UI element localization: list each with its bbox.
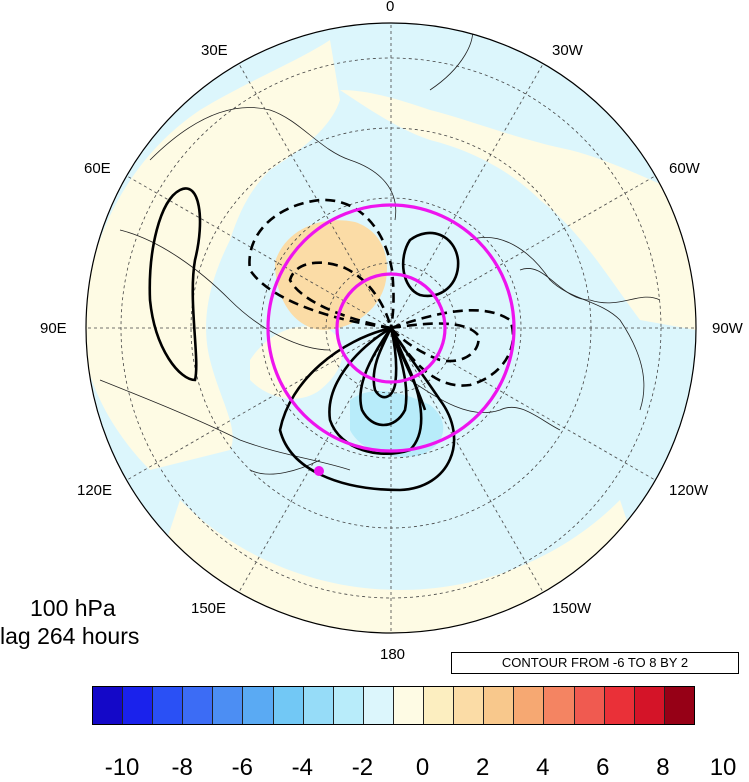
colorbar-swatch bbox=[213, 687, 244, 724]
colorbar-swatch bbox=[574, 687, 605, 724]
contour-negative bbox=[248, 198, 395, 330]
lon-label-90e: 90E bbox=[40, 320, 67, 337]
map-border bbox=[85, 22, 697, 634]
lon-label-60e: 60E bbox=[84, 160, 111, 177]
contour-positive bbox=[278, 326, 456, 492]
positive-anomaly-core bbox=[275, 220, 387, 330]
colorbar-tick-label: 2 bbox=[475, 754, 490, 781]
positive-anomaly-region bbox=[86, 40, 340, 470]
colorbar-swatch bbox=[123, 687, 154, 724]
lon-label-30w: 30W bbox=[552, 42, 583, 59]
lon-label-90w: 90W bbox=[712, 320, 743, 337]
colorbar-swatch bbox=[243, 687, 274, 724]
contour-positive bbox=[359, 325, 408, 427]
lon-label-30e: 30E bbox=[201, 42, 228, 59]
lon-label-120e: 120E bbox=[77, 482, 113, 499]
level-label: 100 hPa bbox=[30, 595, 116, 621]
colorbar-tick-label: -10 bbox=[104, 754, 140, 781]
colorbar-swatch bbox=[363, 687, 394, 724]
contour-positive bbox=[372, 324, 398, 399]
colorbar-swatch bbox=[183, 687, 214, 724]
contour-negative bbox=[288, 261, 393, 330]
colorbar-tick-label: -8 bbox=[171, 754, 193, 781]
colorbar-tick-label: 10 bbox=[709, 754, 737, 781]
colorbar-swatch bbox=[303, 687, 334, 724]
colorbar-tick-label: 6 bbox=[596, 754, 610, 781]
colorbar-swatch bbox=[273, 687, 304, 724]
lon-label-0: 0 bbox=[386, 0, 395, 15]
lag-label: lag 264 hours bbox=[0, 623, 140, 649]
colorbar-swatch bbox=[514, 687, 545, 724]
colorbar-swatch bbox=[424, 687, 455, 724]
colorbar-swatch bbox=[634, 687, 665, 724]
graticule bbox=[86, 23, 696, 633]
colorbar-tick-label: -2 bbox=[351, 754, 374, 781]
colorbar-tick-label: -4 bbox=[291, 754, 314, 781]
colorbar-swatch bbox=[153, 687, 184, 724]
contour-positive bbox=[328, 326, 423, 456]
colorbar-tick-label: 4 bbox=[536, 754, 550, 781]
contour-positive bbox=[401, 231, 460, 298]
colorbar-swatch bbox=[544, 687, 575, 724]
region-circles bbox=[266, 203, 516, 453]
inner-highlight-circle bbox=[335, 272, 447, 384]
contour-positive bbox=[389, 327, 427, 411]
shaded-field bbox=[86, 23, 696, 633]
lon-label-60w: 60W bbox=[669, 160, 700, 177]
location-marker bbox=[314, 466, 324, 476]
colorbar-swatch bbox=[454, 687, 485, 724]
colorbar-swatch bbox=[604, 687, 635, 724]
contour-info-box: CONTOUR FROM -6 TO 8 BY 2 bbox=[451, 652, 739, 674]
positive-anomaly-region bbox=[340, 90, 696, 330]
lon-label-180: 180 bbox=[380, 646, 406, 663]
colorbar-tick-label: 0 bbox=[415, 754, 430, 781]
colorbar-swatch bbox=[484, 687, 515, 724]
lon-label-150w: 150W bbox=[552, 600, 592, 617]
outer-highlight-circle bbox=[266, 203, 516, 453]
lon-label-120w: 120W bbox=[669, 482, 709, 499]
colorbar-swatch bbox=[93, 687, 124, 724]
colorbar-tick-label: 8 bbox=[656, 754, 670, 781]
colorbar bbox=[92, 686, 695, 725]
colorbar-swatch bbox=[393, 687, 425, 724]
contour-positive bbox=[148, 187, 202, 382]
positive-contours bbox=[148, 187, 460, 492]
colorbar-swatch bbox=[333, 687, 364, 724]
colorbar-swatch bbox=[664, 687, 694, 724]
colorbar-tick-label: -6 bbox=[231, 754, 253, 781]
lon-label-150e: 150E bbox=[191, 600, 227, 617]
positive-anomaly-region bbox=[250, 326, 343, 399]
